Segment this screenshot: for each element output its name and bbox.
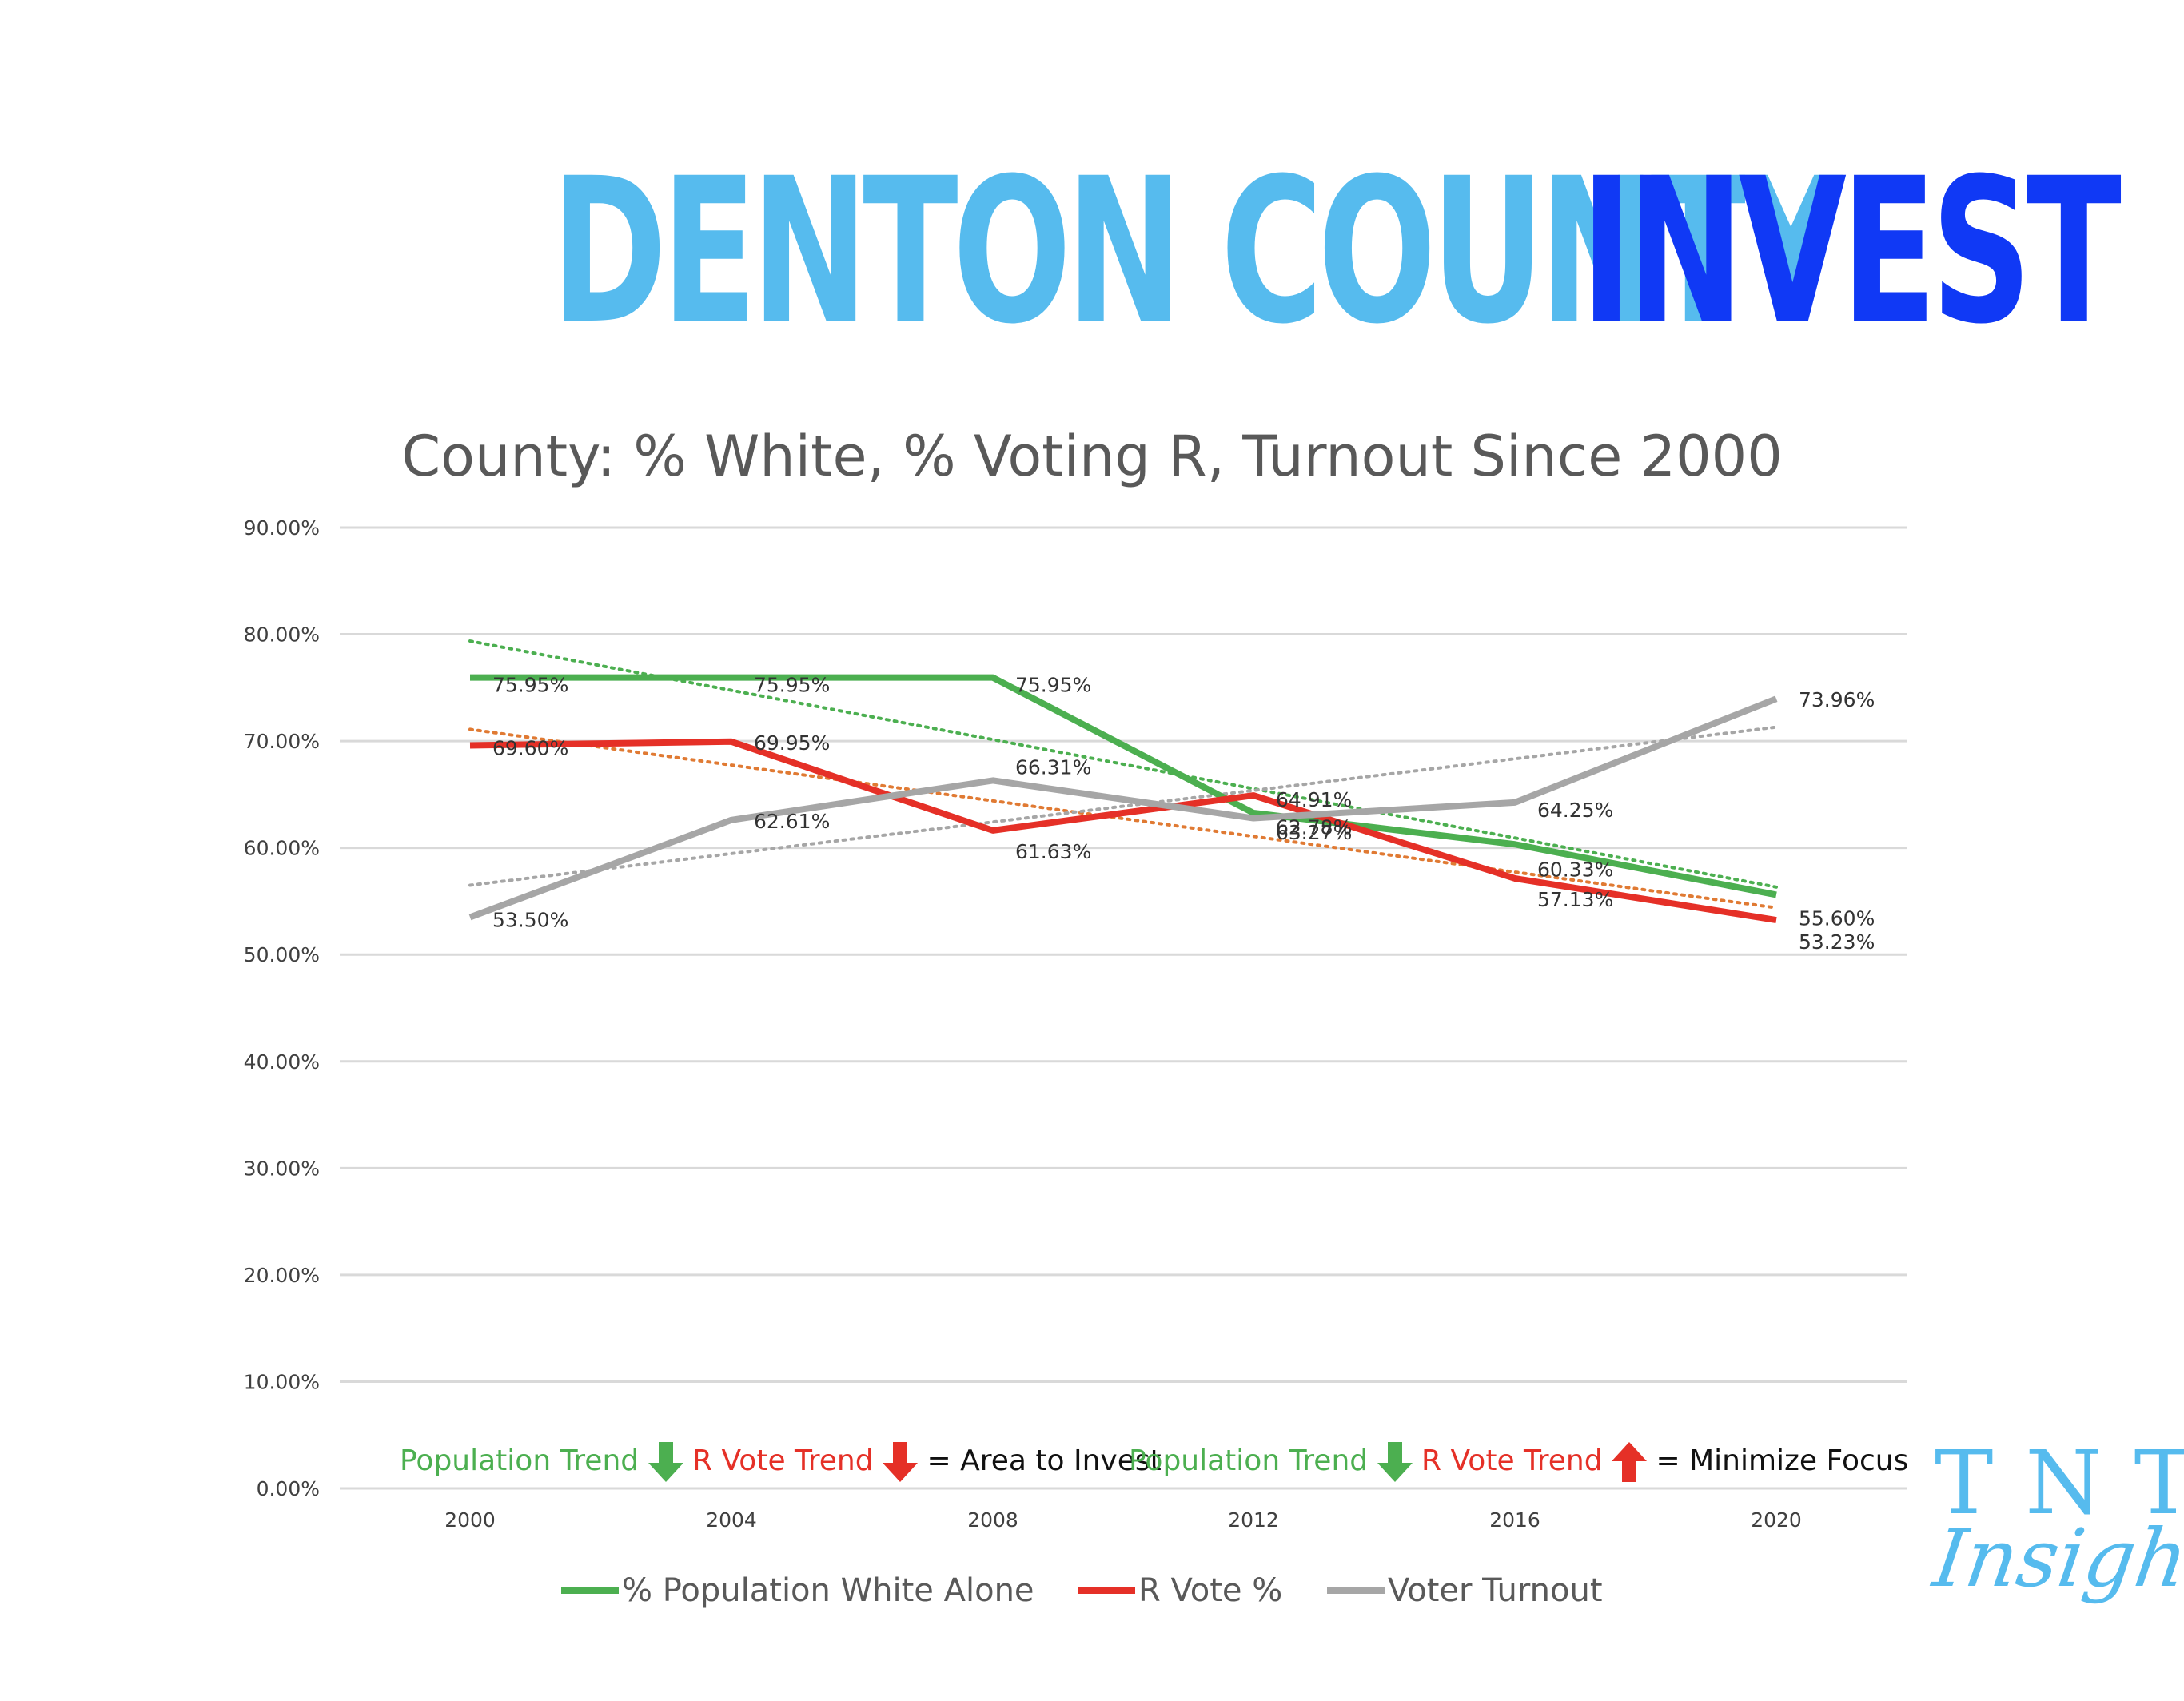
logo-line1: TNT [1935,1432,2184,1534]
note-left-population-label: Population Trend [400,1444,640,1477]
x-tick-label: 2016 [1489,1508,1540,1532]
data-label: 69.60% [492,736,568,759]
logo-line2: Insights [1927,1512,2184,1605]
data-label: 75.95% [492,674,568,697]
note-minimize-focus: Population Trend R Vote Trend = Minimize… [1129,1437,1908,1485]
chart-title: County: % White, % Voting R, Turnout Sin… [401,424,1783,489]
data-label: 53.50% [492,908,568,931]
data-label: 62.61% [754,810,830,833]
y-tick-label: 60.00% [244,837,320,860]
note-area-to-invest: Population Trend R Vote Trend = Area to … [400,1437,1162,1485]
data-label: 75.95% [754,674,830,697]
y-tick-label: 20.00% [244,1264,320,1287]
trendline [468,725,1778,887]
data-label: 60.33% [1537,858,1613,881]
down-arrow-icon [1377,1442,1413,1482]
x-tick-label: 2004 [706,1508,757,1532]
data-label: 63.27% [1276,821,1352,844]
x-tick-label: 2008 [967,1508,1018,1532]
note-left-rvote-label: R Vote Trend [692,1444,874,1477]
note-right-rvote-label: R Vote Trend [1421,1444,1603,1477]
y-tick-label: 50.00% [244,943,320,966]
y-tick-label: 10.00% [244,1370,320,1393]
header-title: DENTON COUNTYINVEST [0,148,2184,356]
data-label: 53.23% [1799,930,1875,954]
data-label: 64.91% [1276,788,1352,811]
data-label: 55.60% [1799,906,1875,930]
y-tick-label: 30.00% [244,1157,320,1180]
note-right-population-label: Population Trend [1129,1444,1369,1477]
data-label: 62.78% [1276,816,1352,839]
series-line [468,695,1778,921]
header-word-invest: INVEST [1580,135,2122,368]
legend-label: % Population White Alone [622,1572,1034,1609]
x-tick-label: 2012 [1228,1508,1279,1532]
x-tick-label: 2000 [444,1508,496,1532]
data-label: 64.25% [1537,799,1613,822]
note-right-result: = Minimize Focus [1656,1444,1909,1477]
y-tick-label: 70.00% [244,730,320,753]
trendline [468,727,1778,910]
legend-label: R Vote % [1138,1572,1282,1609]
data-label: 57.13% [1537,888,1613,911]
up-arrow-icon [1612,1442,1648,1482]
down-arrow-icon [883,1442,919,1482]
note-left-result: = Area to Invest [927,1444,1162,1477]
legend-label: Voter Turnout [1388,1572,1603,1609]
series-line [469,738,1777,924]
header-word-county: DENTON COUNTY [550,135,1842,368]
y-tick-label: 90.00% [244,516,320,540]
data-label: 61.63% [1015,840,1091,863]
y-tick-label: 80.00% [244,623,320,647]
series-line [470,674,1777,898]
data-label: 66.31% [1015,755,1091,779]
tnt-insights-logo: TNT Insights [1928,1432,2184,1605]
data-label: 69.95% [754,731,830,755]
data-label: 73.96% [1799,688,1875,711]
y-tick-label: 0.00% [257,1477,320,1500]
y-tick-label: 40.00% [244,1050,320,1074]
trendline [468,639,1778,889]
data-label: 75.95% [1015,674,1091,697]
x-tick-label: 2020 [1751,1508,1802,1532]
down-arrow-icon [648,1442,683,1482]
